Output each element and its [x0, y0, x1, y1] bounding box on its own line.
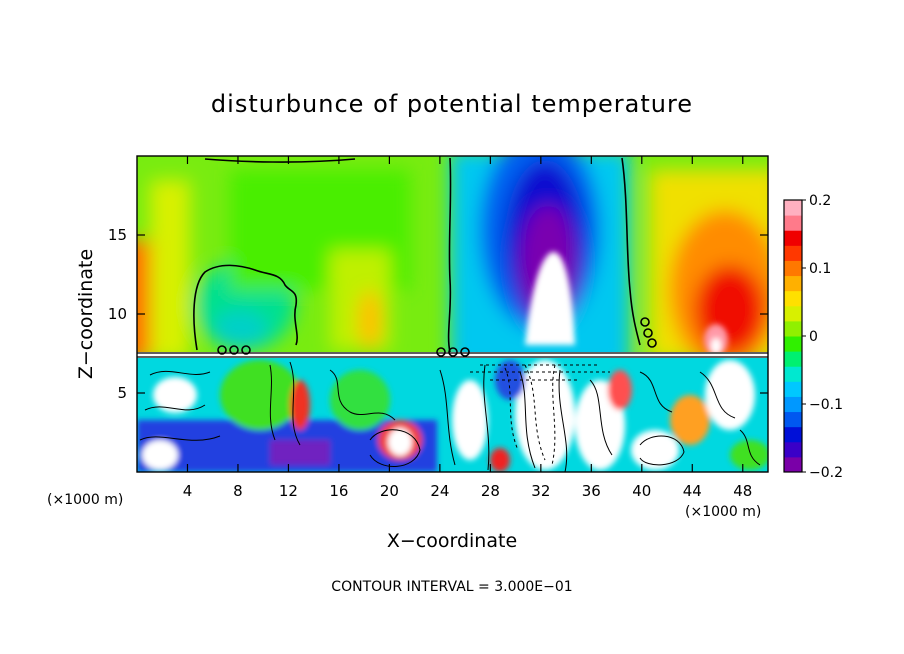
contour-interval-note: CONTOUR INTERVAL = 3.000E−01	[331, 579, 572, 595]
x-axis-ticks: 4 8 12 16 20 24 28 32 36 40 44 48	[183, 156, 752, 500]
x-tick-label: 28	[481, 482, 500, 500]
colorbar-swatch	[784, 366, 802, 382]
x-tick-label: 36	[582, 482, 601, 500]
colorbar-swatch	[784, 245, 802, 261]
colorbar-swatch	[784, 456, 802, 473]
colorbar-swatch	[784, 215, 802, 231]
chart-title: disturbunce of potential temperature	[211, 90, 693, 118]
lower-purple-band	[270, 440, 330, 465]
upper-contours	[193, 157, 657, 357]
lower-contours	[139, 361, 761, 472]
colorbar-tick-label: −0.1	[809, 397, 843, 413]
x-axis-unit-right: (×1000 m)	[685, 504, 761, 520]
x-tick-label: 4	[183, 482, 193, 500]
x-tick-label: 20	[380, 482, 399, 500]
colorbar-swatch	[784, 441, 802, 458]
region-left-yellow	[150, 180, 190, 360]
x-tick-label: 8	[233, 482, 243, 500]
colorbar-swatch	[784, 381, 802, 397]
colorbar-swatch	[784, 305, 802, 322]
y-tick-label: 5	[117, 384, 127, 402]
contour-plume-right	[621, 157, 641, 346]
lower-white-32	[515, 360, 575, 470]
colorbar-swatch	[784, 351, 802, 367]
x-tick-label: 32	[531, 482, 550, 500]
upper-field	[137, 156, 768, 370]
lower-orange-43	[670, 395, 710, 445]
y-tick-label: 15	[108, 226, 127, 244]
lower-green-left	[220, 360, 300, 430]
region-orange-20	[358, 290, 382, 350]
region-cool-left-center	[212, 310, 268, 350]
lower-white-26	[452, 380, 488, 460]
x-tick-label: 48	[733, 482, 752, 500]
lower-red-30	[490, 448, 510, 472]
lower-white-4	[153, 377, 197, 413]
contour-cool-pocket	[193, 264, 298, 351]
lower-green-18	[330, 370, 390, 430]
colorbar-tick-label: 0.2	[809, 193, 831, 209]
lower-red-39	[608, 370, 632, 410]
y-axis-ticks: 5 10 15	[108, 226, 768, 402]
colorbar-swatch	[784, 336, 802, 352]
colorbar-swatch	[784, 275, 802, 292]
colorbar-tick-label: 0	[809, 329, 818, 345]
x-tick-label: 12	[279, 482, 298, 500]
lower-dashed-contours	[470, 364, 610, 466]
right-white-spot	[711, 338, 721, 354]
lower-green-48	[730, 440, 768, 470]
colorbar-swatch	[784, 411, 802, 428]
colorbar-tick-label: 0.1	[809, 261, 831, 277]
lower-red-12	[290, 380, 310, 430]
lower-white-5	[142, 440, 178, 470]
colorbar-swatch	[784, 290, 802, 307]
y-tick-label: 10	[108, 305, 127, 323]
plume-white-core	[525, 251, 575, 345]
upper-sharp-features	[525, 251, 728, 356]
x-axis-unit-left: (×1000 m)	[47, 492, 123, 508]
lower-field	[137, 357, 768, 472]
lower-white-41	[631, 430, 679, 470]
colorbar-swatch	[784, 426, 802, 443]
y-axis-label: Z−coordinate	[75, 249, 97, 379]
colorbar-swatch	[784, 396, 802, 413]
lower-white-46	[705, 360, 755, 430]
interface-band	[137, 352, 768, 358]
x-tick-label: 16	[329, 482, 348, 500]
colorbar-swatches	[784, 200, 802, 473]
colorbar-tick-label: −0.2	[809, 465, 843, 481]
contour-top-center	[204, 158, 356, 163]
lower-white-21	[388, 428, 412, 456]
colorbar-swatch	[784, 230, 802, 246]
x-tick-label: 44	[683, 482, 702, 500]
contour-plume-left	[447, 157, 452, 353]
x-tick-label: 24	[430, 482, 449, 500]
x-tick-label: 40	[632, 482, 651, 500]
x-axis-label: X−coordinate	[387, 530, 517, 552]
colorbar-swatch	[784, 320, 802, 337]
interface-layer	[137, 352, 768, 358]
colorbar-ticks: 0.2 0.1 0 −0.1 −0.2	[802, 193, 843, 481]
colorbar-swatch	[784, 260, 802, 277]
colorbar-swatch	[784, 200, 802, 216]
colorbar: 0.2 0.1 0 −0.1 −0.2	[783, 193, 843, 481]
